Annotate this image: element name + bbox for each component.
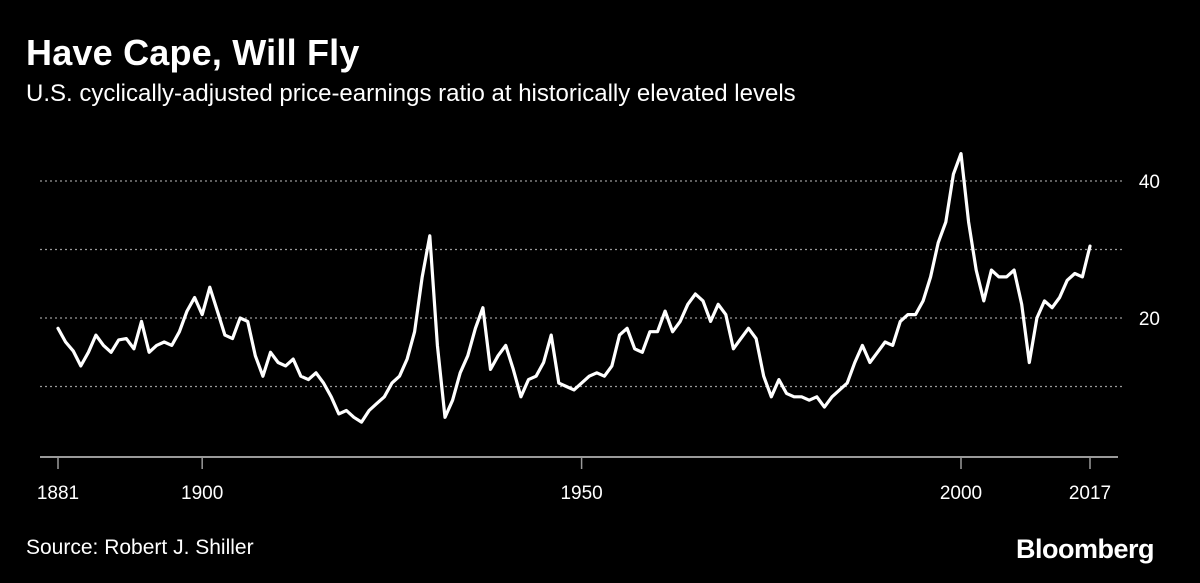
series-line-cape <box>56 152 1092 424</box>
source-note: Source: Robert J. Shiller <box>26 536 254 559</box>
gridlines <box>40 180 1125 388</box>
series-layer <box>56 152 1092 424</box>
x-tick-label-2000: 2000 <box>940 483 982 504</box>
x-tick-label-1950: 1950 <box>560 483 602 504</box>
x-tick-label-1881: 1881 <box>37 483 79 504</box>
bloomberg-logo: Bloomberg <box>1015 534 1155 564</box>
x-tick-label-1900: 1900 <box>181 483 223 504</box>
y-tick-label-40: 40 <box>1139 172 1160 193</box>
chart-title: Have Cape, Will Fly <box>26 32 360 73</box>
y-tick-label-20: 20 <box>1139 309 1160 330</box>
x-axis <box>40 456 1118 469</box>
tick-labels: 1881 1900 1950 2000 2017 40 20 <box>37 172 1160 504</box>
chart-frame <box>4 4 1194 578</box>
x-tick-label-2017: 2017 <box>1069 483 1111 504</box>
chart-subtitle: U.S. cyclically-adjusted price-earnings … <box>26 80 796 107</box>
